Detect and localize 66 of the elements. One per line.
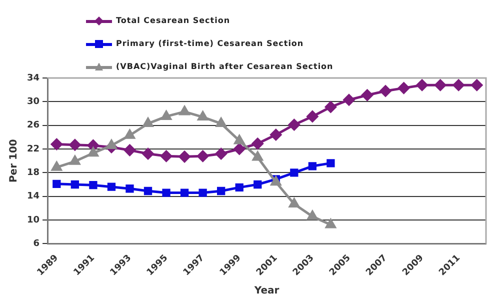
- point: [69, 139, 81, 151]
- point: [70, 180, 80, 189]
- point: [142, 148, 154, 160]
- point: [106, 140, 117, 149]
- y-tick-label: 34: [26, 73, 40, 84]
- point: [198, 111, 208, 121]
- y-axis-title: Per 100: [8, 139, 20, 183]
- point: [197, 150, 209, 162]
- point: [70, 156, 80, 165]
- point: [126, 184, 134, 193]
- point: [217, 186, 226, 196]
- point: [198, 188, 207, 197]
- point: [471, 79, 483, 91]
- y-tick-label: 18: [26, 168, 40, 178]
- point: [290, 168, 298, 177]
- point: [252, 138, 264, 150]
- point: [52, 180, 61, 188]
- point: [144, 186, 152, 196]
- point: [254, 180, 262, 189]
- y-tick-label: 14: [26, 192, 40, 202]
- point: [416, 79, 428, 91]
- legend-label: Total Cesarean Section: [116, 16, 230, 25]
- y-tick-label: 30: [26, 97, 40, 108]
- point: [107, 182, 116, 191]
- point: [50, 138, 62, 150]
- point: [452, 79, 464, 91]
- point: [89, 181, 98, 190]
- legend-label: Primary (first-time) Cesarean Section: [116, 39, 304, 48]
- point: [142, 118, 154, 128]
- point: [326, 218, 336, 228]
- point: [306, 110, 318, 122]
- point: [434, 79, 446, 91]
- point: [235, 183, 244, 192]
- point: [326, 159, 335, 168]
- point: [234, 134, 245, 144]
- point: [361, 89, 373, 101]
- point: [160, 150, 172, 162]
- x-axis-title: Year: [253, 286, 280, 297]
- y-tick-label: 26: [26, 120, 40, 131]
- point: [270, 129, 282, 141]
- point: [270, 176, 282, 186]
- point: [288, 118, 300, 130]
- point: [380, 85, 392, 97]
- point: [324, 101, 336, 113]
- point: [179, 106, 190, 116]
- point: [289, 198, 300, 208]
- point: [398, 82, 410, 94]
- y-tick-label: 6: [33, 238, 40, 249]
- point: [307, 210, 318, 220]
- point: [52, 162, 62, 171]
- legend-label: (VBAC)Vaginal Birth after Cesarean Section: [116, 62, 334, 71]
- point: [343, 94, 355, 106]
- point: [180, 188, 189, 197]
- y-tick-label: 10: [26, 215, 40, 226]
- y-tick-label: 22: [26, 144, 40, 154]
- point: [178, 150, 190, 162]
- point: [161, 110, 172, 120]
- point: [308, 162, 317, 170]
- point: [124, 144, 136, 156]
- point: [88, 147, 98, 157]
- point: [216, 118, 226, 128]
- point: [162, 188, 170, 197]
- point: [215, 148, 227, 160]
- point: [252, 152, 263, 161]
- point: [234, 143, 246, 155]
- point: [124, 130, 135, 139]
